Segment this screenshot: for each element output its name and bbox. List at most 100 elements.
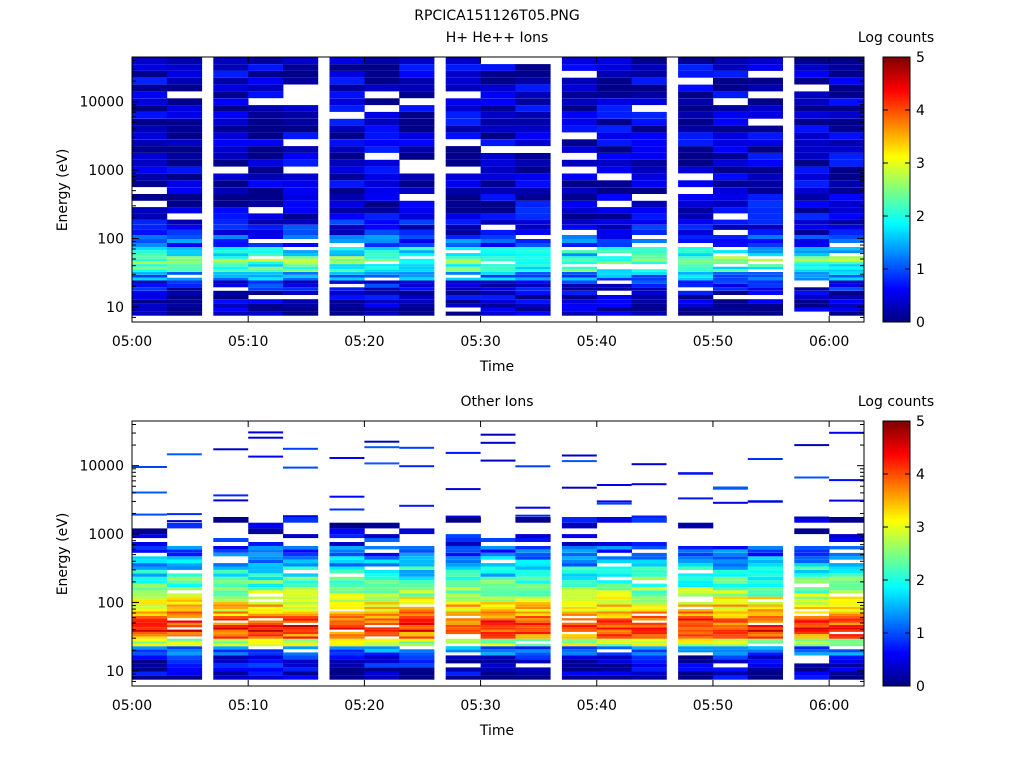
heatmap-cell: [283, 659, 319, 664]
heatmap-cell: [747, 576, 783, 581]
heatmap-cell: [445, 570, 481, 574]
heatmap-cell: [364, 139, 400, 147]
panel-other-ions: Other Ions Log counts Time Energy (eV) 0…: [55, 394, 934, 739]
plot-frame: [131, 56, 865, 323]
heatmap-cell: [248, 583, 284, 587]
heatmap-cell: [213, 207, 249, 214]
heatmap-cell: [248, 675, 284, 680]
heatmap-cell: [480, 546, 516, 550]
heatmap-cell: [747, 125, 783, 133]
heatmap-cell: [399, 261, 435, 265]
heatmap-cell: [596, 652, 632, 656]
heatmap-cell: [445, 573, 481, 577]
heatmap-cell: [283, 132, 319, 140]
heatmap-cell: [480, 566, 516, 570]
heatmap-cell: [329, 235, 365, 239]
heatmap-cell: [399, 307, 435, 312]
colorbar-swatch: [883, 681, 910, 685]
heatmap-cell: [399, 272, 435, 275]
heatmap-cell: [678, 613, 714, 616]
heatmap-cell: [213, 235, 249, 239]
heatmap-cell: [794, 559, 830, 564]
heatmap-cell: [596, 77, 632, 85]
heatmap-cell: [747, 671, 783, 676]
heatmap-cell: [561, 627, 598, 630]
heatmap-cell: [132, 601, 168, 605]
heatmap-cell: [132, 599, 168, 602]
heatmap-cell: [794, 307, 830, 312]
heatmap-cell: [283, 609, 319, 612]
heatmap-cell: [480, 663, 516, 668]
heatmap-cell: [445, 559, 481, 564]
heatmap-cell: [515, 200, 551, 208]
y-tick-label: 100: [97, 595, 124, 611]
heatmap-cell: [678, 601, 714, 605]
heatmap-cell: [596, 566, 632, 570]
colorbar-swatch: [883, 129, 910, 133]
colorbar-swatch: [883, 288, 910, 292]
heatmap-cell: [399, 556, 435, 560]
heatmap-cell: [561, 118, 598, 126]
heatmap-cell: [329, 636, 365, 639]
heatmap-cell: [794, 667, 830, 672]
heatmap-cell: [248, 634, 284, 637]
heatmap-cell: [515, 652, 551, 656]
heatmap-cell: [283, 250, 319, 254]
heatmap-cell: [515, 590, 551, 594]
heatmap-cell: [480, 556, 516, 560]
heatmap-cell: [166, 552, 203, 557]
heatmap-cell: [445, 629, 481, 632]
heatmap-cell: [213, 609, 249, 612]
heatmap-cell: [283, 77, 319, 85]
heatmap-cell: [329, 256, 365, 259]
heatmap-cell: [747, 556, 783, 560]
heatmap-cell: [794, 132, 830, 140]
heatmap-cell: [445, 576, 481, 581]
colorbar-swatch: [883, 134, 910, 137]
heatmap-cell: [678, 303, 714, 308]
heatmap-cell: [399, 77, 435, 85]
heatmap-cell: [283, 638, 319, 642]
heatmap-cell: [794, 269, 830, 272]
heatmap-cell: [166, 153, 203, 160]
heatmap-cell: [829, 625, 865, 628]
colorbar-swatch: [883, 493, 910, 497]
colorbar-swatch: [883, 145, 910, 148]
heatmap-cell: [329, 604, 365, 607]
heatmap-cell: [445, 604, 481, 607]
heatmap-cell: [678, 159, 714, 167]
heatmap-cell: [829, 105, 865, 112]
heatmap-cell: [596, 295, 632, 300]
heatmap-cell: [678, 64, 714, 71]
heatmap-cell: [132, 655, 168, 660]
heatmap-cell: [166, 166, 203, 174]
heatmap-cell: [283, 57, 319, 64]
heatmap-cell: [794, 173, 830, 181]
heatmap-cell: [132, 631, 168, 635]
heatmap-cell: [248, 549, 284, 553]
heatmap-cell: [364, 180, 400, 188]
heatmap-cell: [631, 671, 667, 676]
y-tick-label: 100: [97, 231, 124, 247]
heatmap-cell: [794, 258, 830, 262]
heatmap-cell: [248, 194, 284, 201]
heatmap-cell: [132, 622, 168, 625]
heatmap-cell: [515, 194, 551, 201]
heatmap-cell: [283, 641, 319, 644]
heatmap-cell: [678, 573, 714, 577]
heatmap-cell: [248, 436, 284, 439]
heatmap-cell: [166, 667, 203, 672]
heatmap-cell: [445, 566, 481, 570]
heatmap-cell: [515, 556, 551, 560]
heatmap-cell: [364, 583, 400, 587]
heatmap-cell: [678, 576, 714, 581]
heatmap-cell: [399, 269, 435, 272]
heatmap-cell: [596, 625, 632, 628]
colorbar-swatch: [883, 509, 910, 512]
heatmap-cell: [713, 627, 749, 630]
heatmap-cell: [399, 91, 435, 99]
heatmap-cell: [829, 638, 865, 642]
heatmap-cell: [399, 613, 435, 616]
heatmap-cell: [166, 219, 203, 225]
heatmap-cell: [829, 266, 865, 270]
